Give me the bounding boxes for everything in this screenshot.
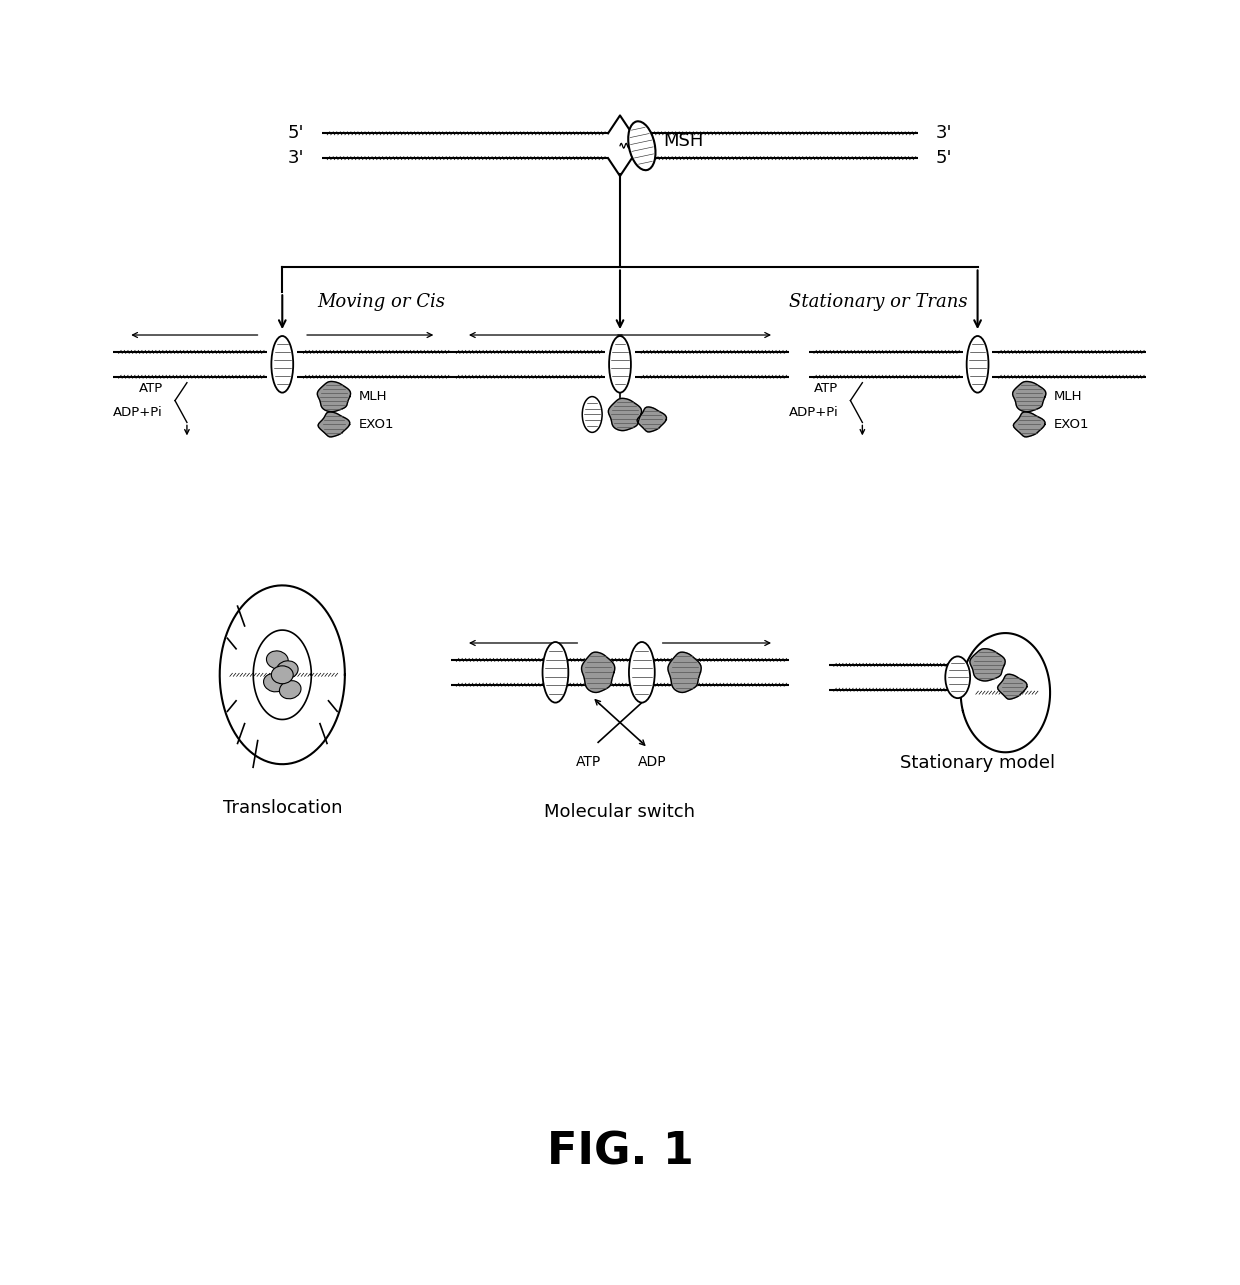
Text: ADP: ADP bbox=[637, 756, 666, 770]
Text: MLH: MLH bbox=[358, 391, 387, 403]
Ellipse shape bbox=[264, 673, 285, 691]
Ellipse shape bbox=[279, 681, 301, 699]
Text: ATP: ATP bbox=[139, 382, 164, 396]
Text: Stationary model: Stationary model bbox=[900, 754, 1055, 772]
Text: Stationary or Trans: Stationary or Trans bbox=[789, 293, 967, 311]
Ellipse shape bbox=[277, 660, 298, 678]
Text: Molecular switch: Molecular switch bbox=[544, 803, 696, 821]
Text: EXO1: EXO1 bbox=[1054, 418, 1090, 430]
Ellipse shape bbox=[272, 335, 293, 393]
Ellipse shape bbox=[267, 651, 288, 669]
Polygon shape bbox=[637, 407, 666, 432]
Polygon shape bbox=[609, 398, 641, 430]
Polygon shape bbox=[317, 412, 350, 437]
Polygon shape bbox=[582, 653, 615, 693]
Polygon shape bbox=[1013, 382, 1045, 411]
Text: MSH: MSH bbox=[663, 132, 704, 150]
Ellipse shape bbox=[967, 335, 988, 393]
Text: ADP+Pi: ADP+Pi bbox=[789, 406, 838, 419]
Polygon shape bbox=[998, 675, 1027, 699]
Polygon shape bbox=[668, 653, 701, 693]
Text: 5': 5' bbox=[288, 125, 304, 143]
Text: EXO1: EXO1 bbox=[358, 418, 394, 430]
Text: 3': 3' bbox=[288, 149, 304, 167]
Text: 5': 5' bbox=[936, 149, 952, 167]
Text: Moving or Cis: Moving or Cis bbox=[317, 293, 445, 311]
Text: Translocation: Translocation bbox=[222, 799, 342, 817]
Ellipse shape bbox=[945, 657, 970, 698]
Text: ATP: ATP bbox=[815, 382, 838, 396]
Ellipse shape bbox=[583, 397, 603, 432]
Polygon shape bbox=[970, 649, 1006, 681]
Ellipse shape bbox=[629, 642, 655, 703]
Polygon shape bbox=[317, 382, 351, 411]
Polygon shape bbox=[1013, 412, 1045, 437]
Text: FIG. 1: FIG. 1 bbox=[547, 1131, 693, 1173]
Text: ADP+Pi: ADP+Pi bbox=[113, 406, 164, 419]
Text: MLH: MLH bbox=[1054, 391, 1083, 403]
Text: ATP: ATP bbox=[575, 756, 601, 770]
Ellipse shape bbox=[629, 121, 656, 170]
Ellipse shape bbox=[543, 642, 568, 703]
Text: 3': 3' bbox=[936, 125, 952, 143]
Ellipse shape bbox=[609, 335, 631, 393]
Ellipse shape bbox=[272, 666, 293, 684]
